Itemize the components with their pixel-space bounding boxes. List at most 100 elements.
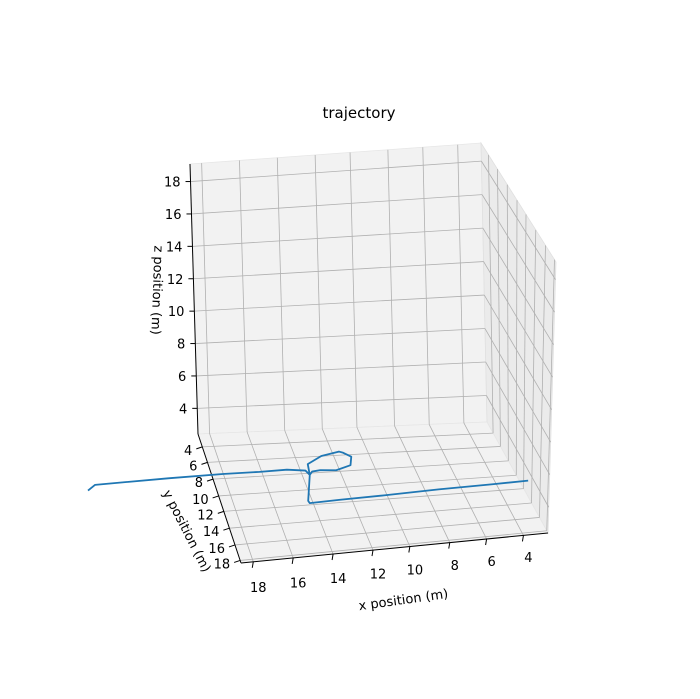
y-axis-line <box>197 433 242 564</box>
grid-line <box>202 432 494 448</box>
grid-line <box>240 530 547 561</box>
grid-line <box>539 245 546 518</box>
z-axis-line <box>189 163 199 435</box>
z-tick-label: 10 <box>168 305 185 320</box>
grid-line <box>497 169 501 447</box>
z-tick-label: 4 <box>179 402 187 417</box>
grid-line <box>387 149 395 426</box>
grid-line <box>422 147 430 425</box>
x-tick <box>485 538 488 546</box>
grid-line <box>276 157 286 431</box>
x-tick <box>371 550 374 557</box>
trajectory-line <box>87 450 529 505</box>
x-tick-label: 16 <box>290 576 307 591</box>
x-tick-label: 6 <box>487 555 495 570</box>
y-tick-label: 8 <box>195 476 203 491</box>
y-tick <box>223 527 230 531</box>
y-tick <box>217 510 224 514</box>
grid-line <box>485 361 551 475</box>
grid-line <box>246 431 294 559</box>
axes-panes <box>189 141 557 564</box>
grid-line <box>196 361 486 377</box>
grid-line <box>481 194 555 313</box>
x-tick-label: 8 <box>451 559 459 574</box>
grid-line <box>349 152 358 428</box>
z-tick-label: 16 <box>165 208 182 223</box>
y-tick-label: 14 <box>203 525 220 540</box>
grid-line <box>394 425 451 543</box>
y-tick-label: 4 <box>184 444 192 459</box>
y-tick <box>196 446 203 450</box>
z-tick-label: 14 <box>166 240 183 255</box>
grid-line <box>193 261 484 280</box>
x-tick-label: 18 <box>250 581 267 596</box>
grid-line <box>515 200 518 476</box>
axis-lines <box>189 163 549 564</box>
y-tick <box>228 544 236 548</box>
grid-line <box>209 433 254 562</box>
grid-lines <box>190 144 556 562</box>
x-axis-line <box>240 532 549 564</box>
grid-line <box>191 194 483 215</box>
x-tick <box>331 553 334 561</box>
y-tick-label: 16 <box>208 542 225 557</box>
grid-line <box>194 294 485 312</box>
y-tick <box>206 478 214 482</box>
grid-line <box>463 422 524 536</box>
y-tick <box>233 559 241 563</box>
x-tick-label: 4 <box>524 551 532 566</box>
x-tick <box>448 542 451 549</box>
x-tick <box>521 535 524 542</box>
x-tick-label: 10 <box>407 564 424 579</box>
grid-line <box>481 160 556 280</box>
grid-line <box>356 427 411 547</box>
x-axis-label: x position (m) <box>358 587 449 614</box>
y-tick-label: 18 <box>214 557 231 572</box>
grid-line <box>428 424 487 540</box>
back-pane <box>189 142 488 435</box>
grid-line <box>483 261 553 378</box>
grid-line <box>523 214 527 489</box>
z-tick-label: 12 <box>167 273 184 288</box>
grid-line <box>192 227 483 247</box>
grid-line <box>531 229 537 504</box>
y-tick-label: 10 <box>192 493 209 508</box>
grid-line <box>223 488 524 512</box>
z-tick-label: 6 <box>178 370 186 385</box>
grid-line <box>506 184 509 461</box>
grid-line <box>321 428 374 551</box>
grid-line <box>457 144 465 423</box>
grid-line <box>482 227 554 345</box>
grid-line <box>197 395 487 409</box>
x-tick-label: 14 <box>330 572 347 587</box>
grid-line <box>234 517 540 546</box>
y-tick <box>201 461 208 465</box>
y-tick <box>212 495 219 499</box>
y-tick-label: 6 <box>189 459 197 474</box>
series-group <box>87 450 529 505</box>
grid-line <box>218 474 517 497</box>
x-tick-label: 12 <box>370 568 387 583</box>
y-tick-label: 12 <box>197 508 214 523</box>
z-tick-label: 8 <box>177 338 185 353</box>
grid-line <box>484 328 552 443</box>
grid-line <box>486 395 550 508</box>
grid-line <box>239 160 248 432</box>
z-tick-label: 18 <box>164 176 181 191</box>
grid-line <box>201 163 210 434</box>
x-tick <box>251 561 254 568</box>
grid-line <box>213 460 509 480</box>
grid-line <box>488 154 494 434</box>
grid-line <box>190 160 482 182</box>
grid-line <box>314 154 323 429</box>
grid-line <box>546 259 555 531</box>
x-tick <box>408 546 411 553</box>
grid-line <box>229 502 532 529</box>
grid-line <box>207 446 501 463</box>
x-tick <box>291 557 294 564</box>
floor-pane <box>197 421 549 564</box>
grid-line <box>195 328 486 344</box>
grid-line <box>483 294 552 410</box>
